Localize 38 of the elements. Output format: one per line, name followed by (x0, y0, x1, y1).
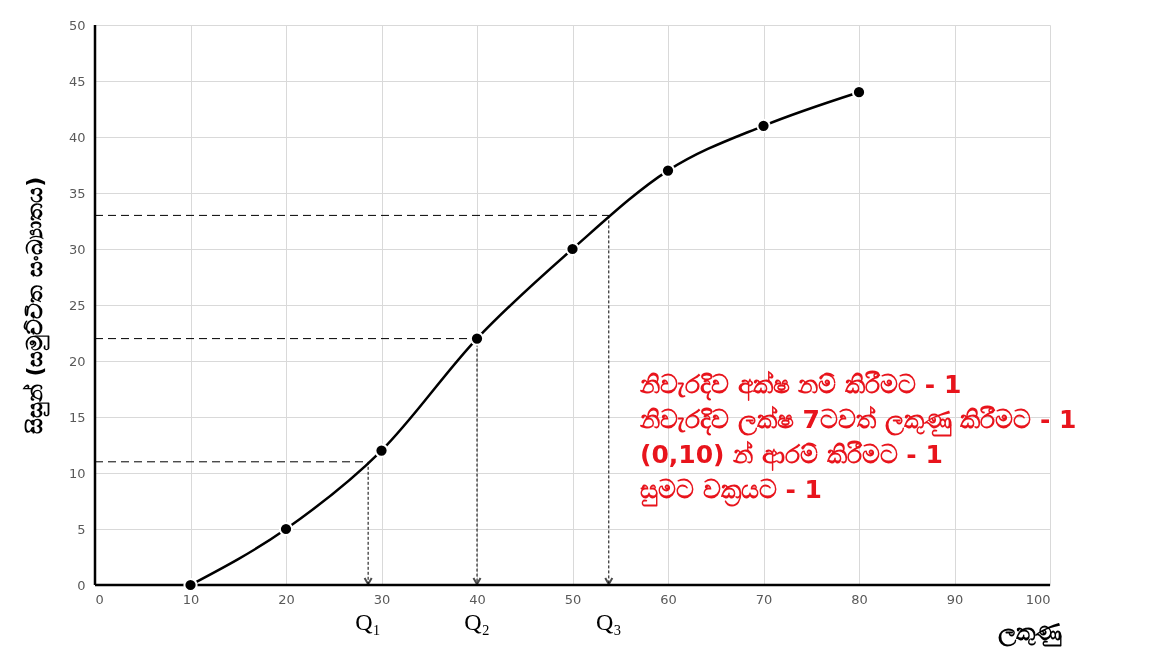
annotation: (0,10) න් ආරම් කිරීමට - 1 (640, 440, 943, 471)
x-axis-title: ලකුණු (998, 618, 1062, 647)
point (565, 241, 580, 257)
annotation: නිවැරදිව අක්ෂ නම් කිරීමට - 1 (639, 370, 962, 401)
y-tick-label: 50 (68, 17, 86, 33)
y-tick-label: 40 (68, 129, 86, 145)
x-tick-label: 10 (182, 591, 200, 607)
y-tick-label: 0 (77, 577, 86, 593)
y-tick-label: 10 (68, 465, 86, 481)
point (374, 443, 389, 458)
x-tick-label: 100 (1025, 591, 1051, 607)
y-tick-label: 25 (68, 297, 86, 313)
x-tick-label: 60 (660, 591, 677, 607)
x-tick-label: 90 (946, 591, 964, 607)
point (660, 163, 676, 178)
point (851, 85, 867, 100)
y-tick-label: 35 (68, 185, 86, 201)
annotation: සුමට වක්‍රයට - 1 (640, 475, 822, 507)
y-tick-label: 5 (77, 521, 86, 537)
point (756, 118, 771, 133)
annotation: Q₂ (464, 609, 490, 635)
x-tick-label: 40 (469, 591, 486, 607)
x-tick-label: 30 (373, 591, 391, 607)
annotation: Q₃ (595, 609, 622, 635)
x-tick-label: 50 (564, 591, 582, 607)
y-tick-label: 45 (68, 73, 86, 89)
point (469, 331, 485, 346)
x-tick-label: 70 (755, 591, 773, 607)
annotation: නිවැරදිව ලක්ෂ 7ටවත් ලකුණු කිරීමට - 1 (639, 405, 1077, 437)
point (278, 521, 294, 537)
y-tick-label: 30 (68, 241, 86, 257)
y-axis-title: සිසුන් (සමුච්චිත සංඛ්‍යාතය) (21, 176, 50, 435)
y-tick-label: 20 (68, 353, 86, 369)
x-tick-label: 0 (95, 591, 104, 607)
x-tick-label: 80 (851, 591, 868, 607)
annotation: Q₁ (355, 609, 381, 635)
y-tick-label: 15 (68, 409, 86, 425)
x-tick-label: 20 (278, 591, 295, 607)
